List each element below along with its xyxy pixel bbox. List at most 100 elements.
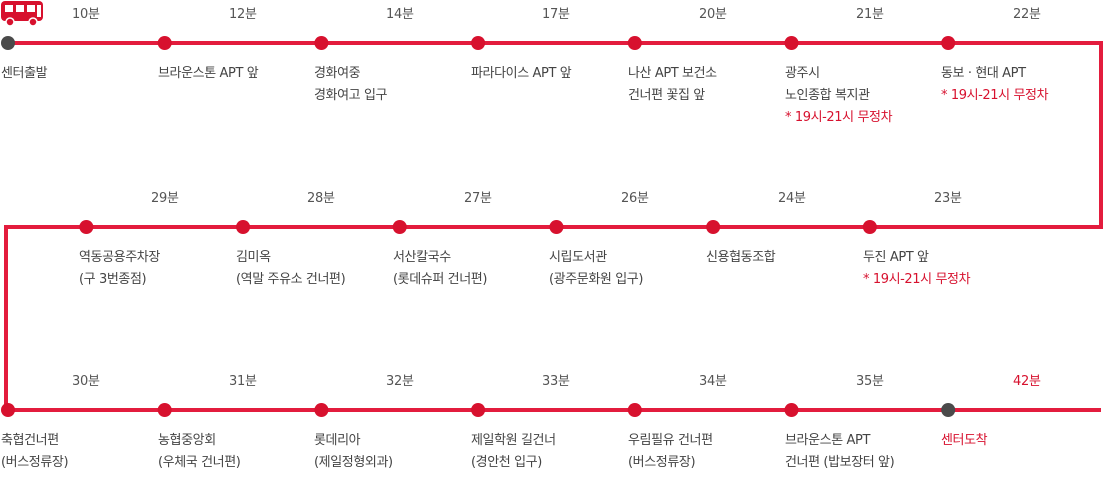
stop-dot	[157, 403, 172, 417]
stop-dot	[627, 36, 642, 50]
stop-name-line: 건너편 꽃집 앞	[628, 88, 705, 103]
stop-dot	[236, 220, 251, 234]
stop-dots	[1, 36, 956, 417]
segment-time: 17분	[542, 7, 570, 22]
stop-dot	[784, 403, 799, 417]
stop-label-1-1: 신용협동조합	[706, 247, 776, 269]
segment-time: 27분	[464, 191, 492, 206]
stop-label-2-4: 우림필유 건너편 (버스정류장)	[628, 430, 713, 474]
segment-time: 28분	[307, 191, 335, 206]
stop-name-line: 경화여중	[314, 66, 361, 81]
terminal-dot	[941, 403, 956, 417]
stop-name-line: 브라운스톤 APT 앞	[158, 66, 259, 81]
segment-time: 33분	[542, 374, 570, 389]
segment-time: 10분	[72, 7, 100, 22]
stop-name-line: (역말 주유소 건너편)	[236, 272, 346, 287]
stop-label-1-2: 시립도서관 (광주문화원 입구)	[549, 247, 643, 291]
stop-label-1-4: 김미옥 (역말 주유소 건너편)	[236, 247, 346, 291]
stop-name-line: 노인종합 복지관	[785, 88, 870, 103]
stop-label-2-2: 롯데리아 (제일정형외과)	[314, 430, 393, 474]
stop-label-2-5: 브라운스톤 APT 건너편 (밥보장터 앞)	[785, 430, 895, 474]
stop-name-line: 센터도착	[941, 433, 988, 448]
stop-name-line: (버스정류장)	[1, 455, 69, 470]
stop-label-2-6: 센터도착	[941, 430, 988, 452]
stop-name-line: 나산 APT 보건소	[628, 66, 717, 81]
segment-time: 12분	[229, 7, 257, 22]
stop-name-line: (우체국 건너편)	[158, 455, 241, 470]
stop-name-line: (롯데슈퍼 건너편)	[393, 272, 487, 287]
stop-label-2-3: 제일학원 길건너 (경안천 입구)	[471, 430, 556, 474]
segment-time-end: 22분	[1013, 7, 1041, 22]
stop-name-line: 두진 APT 앞	[863, 250, 929, 265]
stop-name-line: (제일정형외과)	[314, 455, 393, 470]
stop-name-line: (경안천 입구)	[471, 455, 542, 470]
segment-time: 30분	[72, 374, 100, 389]
stop-name-line: 파라다이스 APT 앞	[471, 66, 572, 81]
stop-name-line: 서산칼국수	[393, 250, 451, 265]
stop-dot	[784, 36, 799, 50]
stop-dot	[471, 36, 486, 50]
segment-time-end: 42분	[1013, 374, 1041, 389]
stop-name-line: 브라운스톤 APT	[785, 433, 871, 448]
segment-time: 29분	[151, 191, 179, 206]
segment-time: 24분	[778, 191, 806, 206]
stop-label-2-1: 농협중앙회 (우체국 건너편)	[158, 430, 241, 474]
segment-time: 23분	[934, 191, 962, 206]
stop-name-line: 광주시	[785, 66, 820, 81]
segment-time: 32분	[386, 374, 414, 389]
stop-name-line: 농협중앙회	[158, 433, 216, 448]
stop-label-0-3: 파라다이스 APT 앞	[471, 63, 572, 85]
stop-name-line: 시립도서관	[549, 250, 607, 265]
stop-name-line: 김미옥	[236, 250, 271, 265]
segment-time: 35분	[856, 374, 884, 389]
stop-label-1-3: 서산칼국수 (롯데슈퍼 건너편)	[393, 247, 487, 291]
stop-label-0-6: 동보 · 현대 APT * 19시-21시 무정차	[941, 63, 1049, 107]
stop-name-line: 역동공용주차장	[79, 250, 160, 265]
stop-name-line: 축협건너편	[1, 433, 59, 448]
terminal-dot	[1, 36, 15, 50]
stop-dot	[471, 403, 486, 417]
stop-label-0-1: 브라운스톤 APT 앞	[158, 63, 259, 85]
segment-time: 34분	[699, 374, 727, 389]
stop-name-line: (광주문화원 입구)	[549, 272, 643, 287]
stop-dot	[392, 220, 407, 234]
segment-time: 21분	[856, 7, 884, 22]
stop-label-1-5: 역동공용주차장 (구 3번종점)	[79, 247, 160, 291]
stop-name-line: 동보 · 현대 APT	[941, 66, 1026, 81]
stop-dot	[314, 36, 329, 50]
stop-label-2-0: 축협건너편 (버스정류장)	[1, 430, 69, 474]
stop-name-line: 우림필유 건너편	[628, 433, 713, 448]
stop-name-line: 경화여고 입구	[314, 88, 388, 103]
stop-name-line: (버스정류장)	[628, 455, 696, 470]
stop-note: * 19시-21시 무정차	[941, 88, 1049, 103]
stop-name-line: 롯데리아	[314, 433, 361, 448]
segment-time: 26분	[621, 191, 649, 206]
stop-dot	[862, 220, 877, 234]
stop-label-0-0: 센터출발	[1, 63, 48, 85]
stop-note: * 19시-21시 무정차	[785, 110, 893, 125]
segment-time: 14분	[386, 7, 414, 22]
stop-dot	[627, 403, 642, 417]
stop-dot	[941, 36, 956, 50]
bus-icon	[1, 1, 43, 27]
stop-name-line: 센터출발	[1, 66, 48, 81]
stop-dot	[549, 220, 564, 234]
stop-name-line: (구 3번종점)	[79, 272, 147, 287]
stop-dot	[1, 403, 15, 417]
segment-time: 20분	[699, 7, 727, 22]
stop-dot	[157, 36, 172, 50]
stop-name-line: 제일학원 길건너	[471, 433, 556, 448]
stop-name-line: 신용협동조합	[706, 250, 776, 265]
stop-label-1-0: 두진 APT 앞 * 19시-21시 무정차	[863, 247, 971, 291]
stop-dot	[706, 220, 721, 234]
stop-dot	[79, 220, 94, 234]
stop-dot	[314, 403, 329, 417]
segment-time: 31분	[229, 374, 257, 389]
stop-name-line: 건너편 (밥보장터 앞)	[785, 455, 895, 470]
stop-note: * 19시-21시 무정차	[863, 272, 971, 287]
